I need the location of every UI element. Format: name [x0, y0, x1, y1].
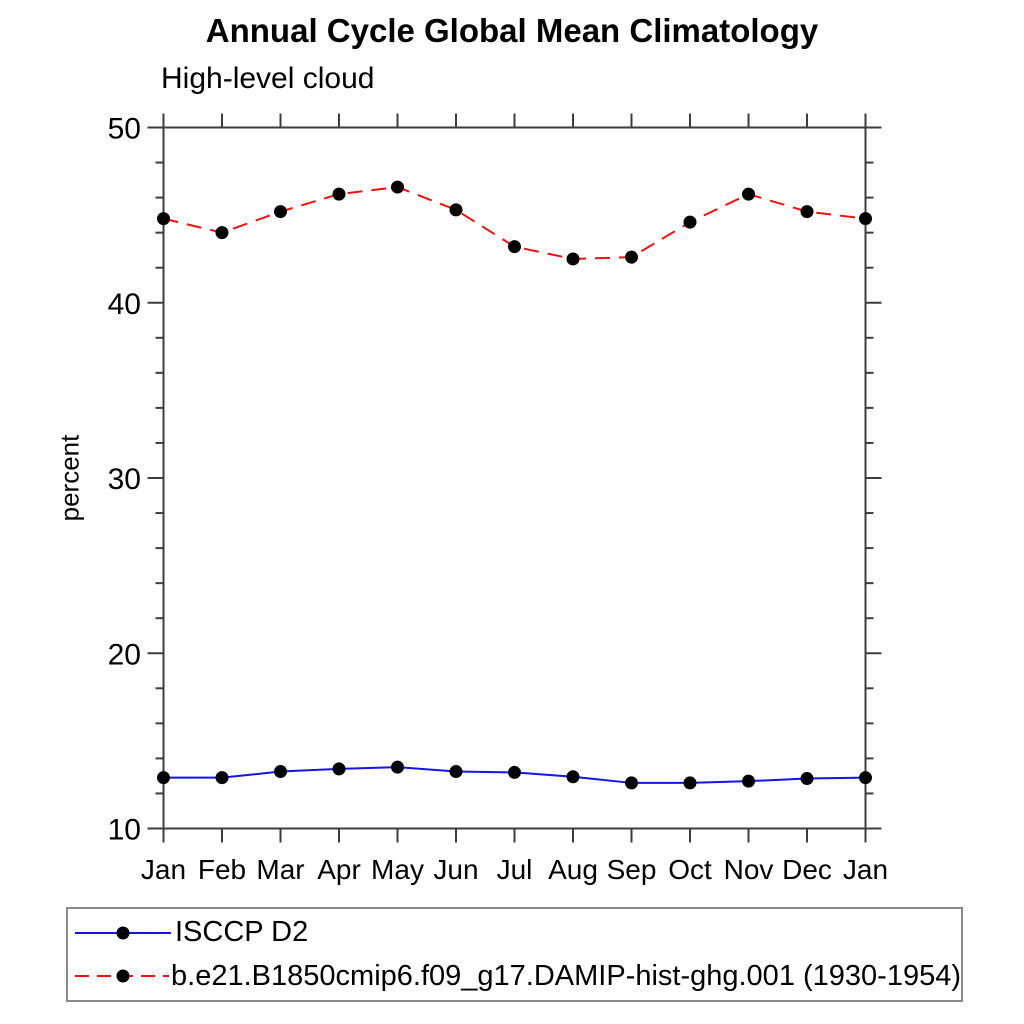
x-tick-label: Apr: [317, 854, 361, 885]
data-point: [449, 203, 463, 217]
legend-line-sample: [75, 969, 170, 983]
data-point: [449, 765, 463, 779]
x-tick-label: May: [371, 854, 424, 885]
data-point: [391, 180, 404, 194]
y-tick-label: 50: [108, 113, 141, 146]
data-point: [625, 250, 638, 264]
plot-frame: [162, 126, 867, 830]
x-tick-label: Jun: [433, 854, 478, 885]
data-point: [625, 776, 638, 790]
y-tick-label: 30: [108, 463, 141, 496]
data-point: [859, 771, 872, 785]
legend-marker: [116, 969, 130, 983]
y-tick-label: 40: [108, 288, 141, 321]
legend-label: b.e21.B1850cmip6.f09_g17.DAMIP-hist-ghg.…: [171, 959, 961, 992]
data-point: [332, 762, 346, 776]
data-point: [508, 765, 521, 779]
x-tick-label: Mar: [256, 854, 304, 885]
x-tick-label: Jul: [497, 854, 533, 885]
data-point: [215, 226, 229, 240]
legend-line-sample: [75, 926, 171, 940]
data-point: [566, 770, 580, 784]
data-point: [742, 187, 755, 201]
x-tick-label: Jan: [843, 854, 888, 885]
data-point: [742, 774, 755, 788]
chart-subtitle: High-level cloud: [161, 62, 375, 95]
data-point: [800, 772, 814, 786]
legend-item: ISCCP D2: [73, 913, 961, 953]
legend-box: ISCCP D2 b.e21.B1850cmip6.f09_g17.DAMIP-h…: [66, 907, 963, 1002]
chart-title: Annual Cycle Global Mean Climatology: [205, 12, 819, 49]
data-point: [800, 205, 814, 219]
x-tick-label: Jan: [141, 854, 186, 885]
data-point: [274, 765, 287, 779]
data-point: [157, 771, 170, 785]
data-point: [215, 771, 229, 785]
x-tick-label: Feb: [198, 854, 246, 885]
data-point: [391, 760, 404, 774]
data-point: [859, 212, 872, 226]
legend-label: ISCCP D2: [175, 916, 309, 949]
x-tick-label: Nov: [724, 854, 774, 885]
data-point: [683, 776, 697, 790]
x-tick-label: Aug: [548, 854, 598, 885]
x-tick-label: Sep: [607, 854, 657, 885]
x-tick-label: Dec: [782, 854, 832, 885]
data-point: [508, 240, 521, 254]
x-tick-label: Oct: [668, 854, 712, 885]
data-point: [332, 187, 346, 201]
y-tick-label: 10: [108, 814, 141, 847]
y-tick-label: 20: [108, 638, 141, 671]
data-point: [274, 205, 287, 219]
legend-item: b.e21.B1850cmip6.f09_g17.DAMIP-hist-ghg.…: [73, 956, 961, 996]
data-point: [157, 212, 170, 226]
legend-marker: [116, 926, 130, 940]
data-point: [683, 215, 697, 229]
data-point: [566, 252, 580, 266]
